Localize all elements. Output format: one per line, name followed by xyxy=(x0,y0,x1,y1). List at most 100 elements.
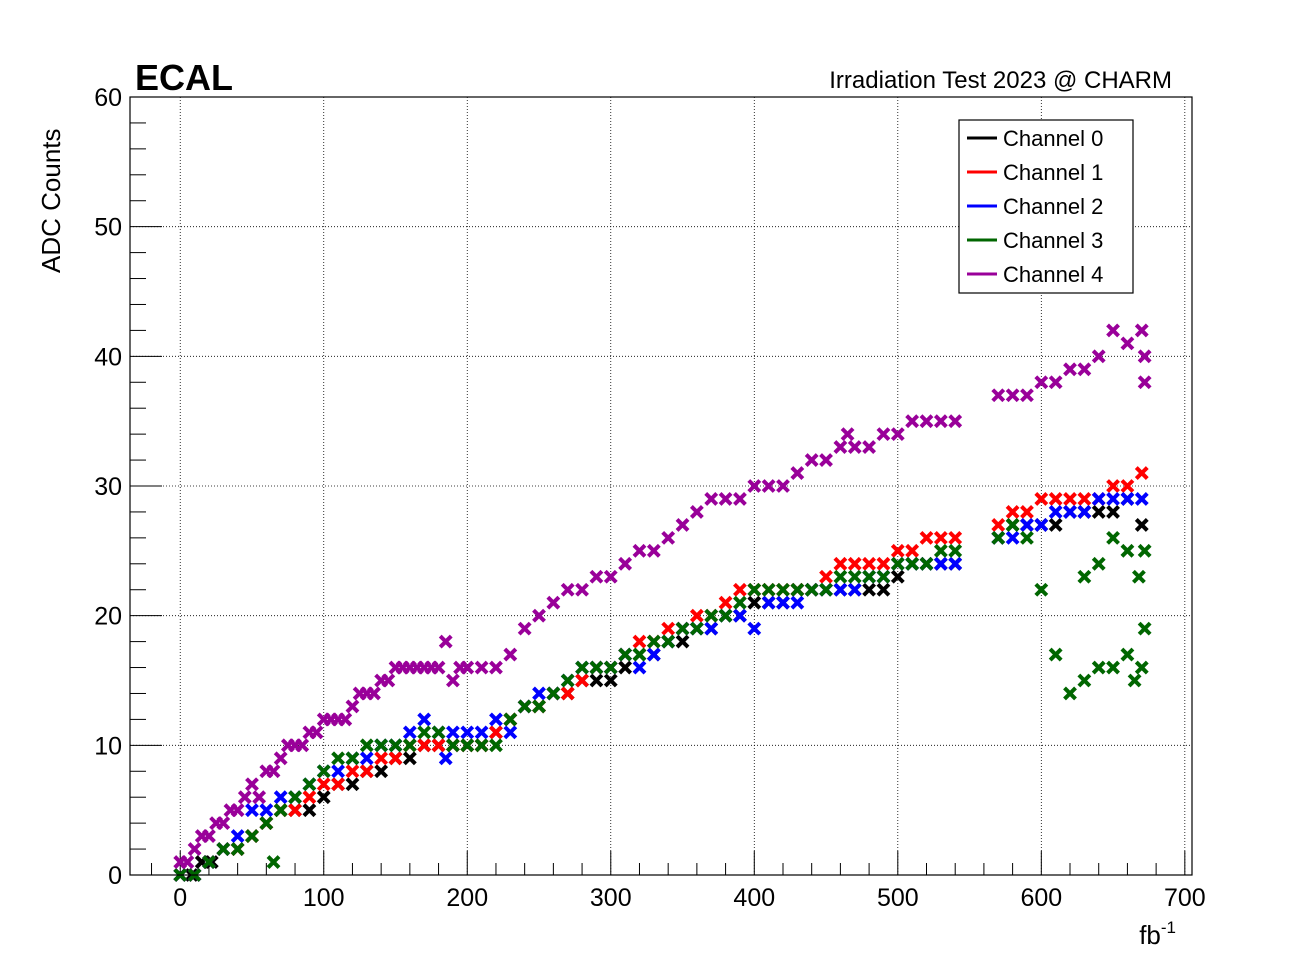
data-point xyxy=(1020,388,1034,403)
data-point xyxy=(359,738,374,753)
data-point xyxy=(489,660,503,675)
data-point xyxy=(438,634,453,649)
data-point xyxy=(819,453,833,467)
data-point xyxy=(618,660,633,675)
data-point xyxy=(1020,517,1034,532)
data-point xyxy=(661,530,676,545)
data-point xyxy=(374,751,389,766)
data-point xyxy=(245,829,259,844)
data-point xyxy=(302,777,317,792)
data-point xyxy=(790,582,805,597)
data-point xyxy=(919,556,934,571)
data-point xyxy=(718,492,733,506)
data-point xyxy=(804,582,819,597)
data-point xyxy=(266,855,281,869)
data-point xyxy=(919,414,934,429)
data-point xyxy=(216,842,231,856)
data-point xyxy=(316,790,331,805)
legend: Channel 0 Channel 1 Channel 2 Channel 3 Chan… xyxy=(958,119,1134,294)
data-point xyxy=(345,764,360,779)
legend-label: Channel 2 xyxy=(1003,194,1103,219)
data-point xyxy=(374,738,389,753)
data-point xyxy=(245,803,259,818)
data-point xyxy=(417,725,432,740)
data-point xyxy=(632,647,647,662)
data-point xyxy=(733,582,747,597)
data-point xyxy=(503,647,518,662)
data-point xyxy=(804,453,819,467)
data-point xyxy=(345,777,360,792)
data-point xyxy=(367,686,381,701)
data-point xyxy=(862,582,877,597)
data-point xyxy=(991,530,1006,545)
data-point xyxy=(761,582,776,597)
data-point xyxy=(847,582,862,597)
data-point xyxy=(295,738,310,753)
data-point xyxy=(431,738,446,753)
data-point xyxy=(202,829,216,844)
x-axis-title-base: fb xyxy=(1139,920,1161,950)
data-point xyxy=(890,569,905,584)
data-point xyxy=(388,738,403,753)
chart-subtitle: Irradiation Test 2023 @ CHARM xyxy=(829,67,1172,94)
data-point xyxy=(1091,556,1106,571)
data-point xyxy=(560,686,575,701)
data-point xyxy=(1106,479,1120,493)
data-point xyxy=(905,414,920,429)
series-3 xyxy=(173,517,1152,882)
data-point xyxy=(259,816,274,831)
data-point xyxy=(302,803,317,818)
data-point xyxy=(876,556,891,571)
data-point xyxy=(309,725,324,740)
x-tick-label: 700 xyxy=(1164,884,1206,912)
data-point xyxy=(460,660,475,675)
data-point xyxy=(202,855,216,869)
data-point xyxy=(833,440,848,455)
data-point xyxy=(431,725,446,740)
data-point xyxy=(1020,530,1034,545)
data-point xyxy=(273,790,288,805)
data-point xyxy=(532,699,546,714)
data-point xyxy=(933,543,948,558)
y-tick-label: 10 xyxy=(94,732,122,760)
data-point xyxy=(618,647,633,662)
data-point xyxy=(876,582,891,597)
data-point xyxy=(1091,505,1106,519)
data-point xyxy=(575,673,589,688)
data-point xyxy=(1077,362,1092,377)
data-point xyxy=(474,660,489,675)
data-point xyxy=(1034,582,1049,597)
data-point xyxy=(776,582,790,597)
data-point xyxy=(1020,505,1034,519)
data-point xyxy=(790,466,805,480)
plot-frame xyxy=(129,96,1193,876)
data-point xyxy=(646,647,661,662)
data-point xyxy=(603,673,618,688)
data-point xyxy=(948,530,963,545)
data-point xyxy=(833,582,848,597)
data-point xyxy=(575,582,589,597)
data-point xyxy=(273,803,288,818)
data-point xyxy=(1077,569,1092,584)
y-axis-title: ADC Counts xyxy=(36,129,66,274)
data-point xyxy=(1077,673,1092,688)
data-point xyxy=(1106,323,1120,338)
data-point xyxy=(266,764,281,779)
data-point xyxy=(438,751,453,766)
data-point xyxy=(288,790,302,805)
data-point xyxy=(316,764,331,779)
data-point xyxy=(632,634,647,649)
data-point xyxy=(1131,569,1146,584)
data-point xyxy=(840,427,855,442)
data-point xyxy=(460,738,475,753)
data-point xyxy=(933,530,948,545)
data-point xyxy=(905,543,920,558)
data-point xyxy=(1134,660,1149,675)
data-point xyxy=(1137,621,1152,636)
legend-label: Channel 1 xyxy=(1003,160,1103,185)
data-point xyxy=(302,790,317,805)
data-point xyxy=(489,712,503,727)
legend-label: Channel 0 xyxy=(1003,126,1103,151)
data-point xyxy=(1063,492,1077,506)
